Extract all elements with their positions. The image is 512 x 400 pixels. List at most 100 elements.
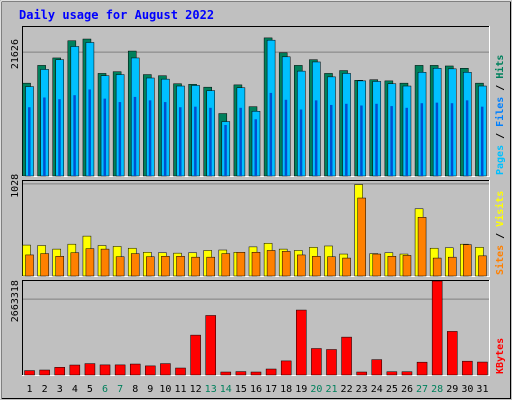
files-bar-day-30 [465,100,469,176]
sites-bar-day-7 [115,256,125,277]
sites-bar-day-25 [387,256,397,277]
files-bar-day-11 [179,107,182,176]
chart-title: Daily usage for August 2022 [19,8,214,22]
x-label-day-16: 16 [250,384,262,395]
x-label-day-3: 3 [57,384,63,395]
x-label-day-24: 24 [371,384,383,395]
files-bar-day-28 [435,102,439,176]
files-bar-day-24 [375,103,378,176]
legend-separator: / [495,227,506,245]
sites-bar-day-11 [176,256,185,277]
files-bar-day-2 [43,97,46,176]
x-label-day-2: 2 [42,384,48,395]
panel-1-legend: Pages / Files / Hits [494,55,506,175]
kbytes-bar-day-12 [190,334,201,376]
x-label-day-9: 9 [147,384,153,395]
x-label-day-6: 6 [102,384,108,395]
files-bar-day-5 [88,89,91,176]
files-bar-day-21 [329,104,333,176]
kbytes-bar-day-31 [477,361,488,376]
sites-bar-day-26 [402,255,412,277]
legend-kbytes: KBytes [495,338,506,374]
x-label-day-18: 18 [280,384,292,395]
x-label-day-10: 10 [159,384,171,395]
x-label-day-7: 7 [117,384,123,395]
x-label-day-15: 15 [235,384,247,395]
kbytes-bar-day-6 [99,364,111,376]
files-bar-day-14 [224,124,227,176]
sites-bar-day-23 [357,197,366,277]
kbytes-bar-day-11 [175,367,186,376]
legend-separator: / [495,127,506,145]
legend-hits: Hits [494,55,506,79]
x-label-day-30: 30 [461,384,473,395]
panel-3-legend: KBytes [495,338,506,374]
kbytes-bar-day-26 [401,371,413,376]
kbytes-bar-day-17 [265,368,277,376]
x-label-day-4: 4 [72,384,78,395]
kbytes-bar-day-2 [39,369,50,376]
kbytes-bar-day-27 [416,361,428,376]
files-bar-day-20 [314,100,318,176]
files-bar-day-3 [58,99,61,176]
files-bar-day-18 [284,99,288,176]
kbytes-bar-day-20 [311,348,322,376]
kbytes-bar-day-5 [84,363,96,376]
sites-bar-day-30 [463,244,472,277]
x-label-day-5: 5 [87,384,93,395]
sites-bar-day-27 [417,217,427,277]
sites-bar-day-31 [478,255,487,277]
x-label-day-26: 26 [401,384,413,395]
x-label-day-22: 22 [341,384,353,395]
legend-files: Files [494,97,506,127]
panel-2-ytick-label: 1028 [10,174,21,198]
panel-1-ytick-label: 21626 [10,39,21,69]
files-bar-day-25 [390,106,393,176]
files-bar-day-7 [118,102,122,176]
kbytes-bar-day-13 [205,315,216,376]
sites-bar-day-15 [236,252,246,277]
kbytes-bar-day-4 [69,364,81,376]
kbytes-bar-day-29 [447,331,458,376]
files-bar-day-8 [133,96,137,176]
sites-bar-day-2 [40,253,49,277]
kbytes-bar-day-23 [356,371,367,376]
kbytes-bar-day-21 [326,349,337,376]
kbytes-bar-day-8 [129,363,141,376]
files-bar-day-12 [194,106,197,176]
sites-bar-day-13 [206,256,215,277]
files-bar-day-10 [163,102,167,176]
sites-bar-day-29 [448,256,457,277]
x-label-day-17: 17 [265,384,277,395]
x-label-day-28: 28 [431,384,443,395]
files-bar-day-31 [480,106,484,176]
sites-bar-day-28 [432,257,442,277]
panel-2-legend: Sites / Visits [494,191,506,275]
sites-bar-day-5 [85,248,95,277]
x-label-day-1: 1 [27,384,33,395]
files-bar-day-19 [299,109,303,176]
x-label-day-8: 8 [132,384,138,395]
files-bar-day-26 [405,107,408,176]
sites-bar-day-10 [161,256,170,277]
files-bar-day-16 [254,119,257,176]
panel-3-ytick-label: 2663318 [10,280,21,322]
sites-bar-day-1 [25,254,34,277]
sites-bar-day-17 [266,250,276,277]
x-label-day-23: 23 [356,384,368,395]
files-bar-day-22 [345,103,348,176]
legend-visits: Visits [494,191,506,227]
kbytes-bar-day-24 [371,359,383,376]
kbytes-bar-day-1 [24,370,35,376]
sites-bar-day-21 [327,256,336,277]
legend-sites: Sites [494,245,506,275]
x-label-day-27: 27 [416,384,428,395]
kbytes-bar-day-15 [235,371,247,376]
files-bar-day-29 [450,103,454,176]
x-label-day-11: 11 [174,384,186,395]
sites-bar-day-22 [342,257,351,277]
x-label-day-31: 31 [476,384,488,395]
panel-3-area [22,280,490,376]
kbytes-bar-day-18 [280,360,292,376]
sites-bar-day-18 [281,251,291,277]
